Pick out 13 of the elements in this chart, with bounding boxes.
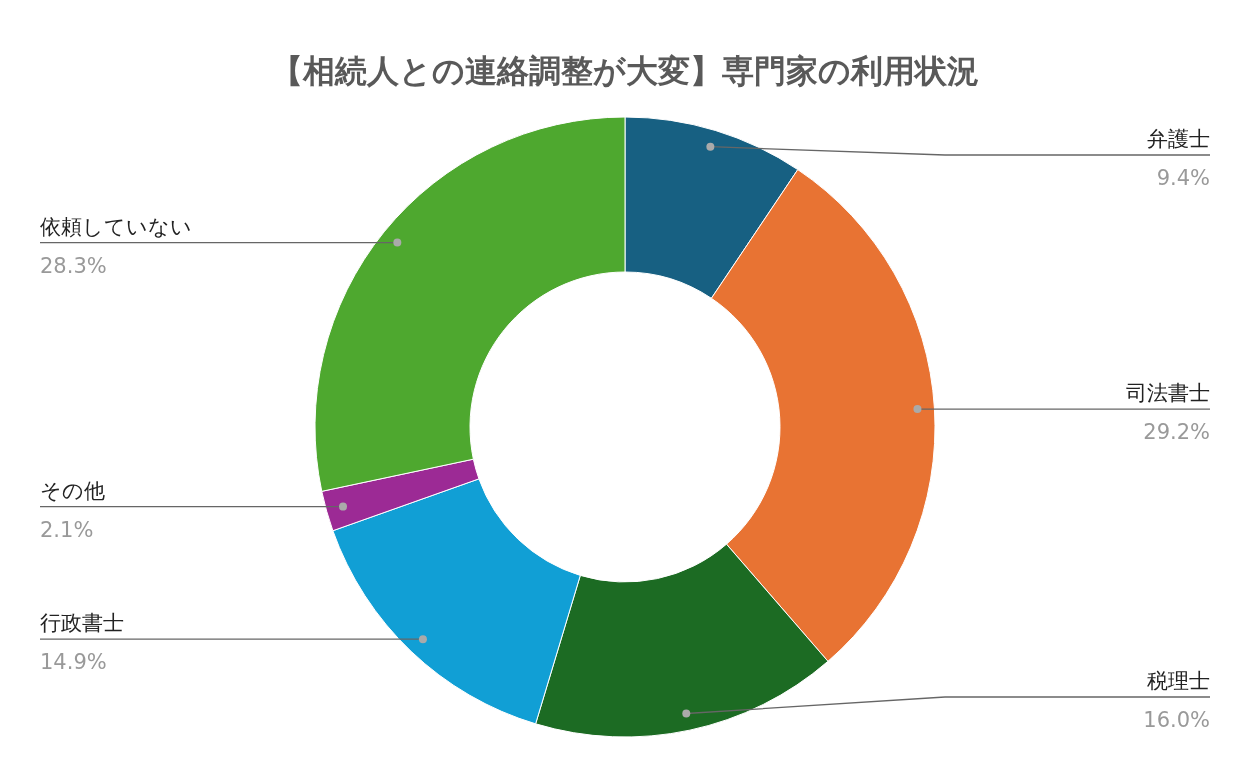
slice-label: 司法書士	[1126, 381, 1210, 406]
data-label: 28.3%	[40, 253, 107, 278]
data-label: 2.1%	[40, 517, 94, 542]
slice-label: 税理士	[1147, 669, 1210, 693]
data-label: 14.9%	[40, 650, 107, 675]
data-label: 16.0%	[1143, 708, 1210, 732]
chart-title: 【相続人との連絡調整が大変】専門家の利用状況	[271, 52, 979, 90]
slice-label: 弁護士	[1147, 127, 1210, 151]
slice-label: 行政書士	[40, 611, 124, 636]
data-label: 29.2%	[1143, 420, 1210, 445]
data-label: 9.4%	[1156, 166, 1210, 190]
slice-label: 依頼していない	[40, 214, 192, 239]
slice-label: その他	[40, 478, 105, 503]
